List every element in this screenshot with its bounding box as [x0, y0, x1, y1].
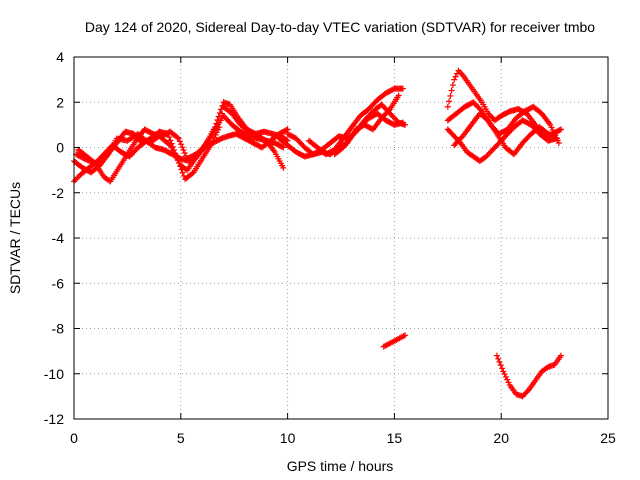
data-point: [444, 103, 451, 110]
plot-frame: [73, 56, 609, 420]
data-point: [176, 138, 183, 145]
data-point: [174, 134, 181, 141]
data-point: [211, 124, 218, 131]
data-point: [178, 141, 185, 148]
x-tick-label: 20: [493, 430, 509, 446]
x-tick-label: 0: [70, 430, 78, 446]
data-point: [504, 376, 511, 383]
data-point: [215, 113, 222, 120]
data-point: [505, 379, 512, 386]
data-point: [448, 87, 455, 94]
data-point: [558, 126, 565, 133]
x-axis-label: GPS time / hours: [287, 458, 394, 474]
data-point: [171, 147, 178, 154]
data-point: [558, 352, 565, 359]
y-axis-label: SDTVAR / TECUs: [7, 182, 23, 294]
data-point: [500, 368, 507, 375]
data-point: [179, 144, 186, 151]
series-sat-g: [305, 85, 406, 158]
data-point: [167, 137, 174, 144]
data-point: [213, 120, 220, 127]
y-tick-label: 4: [56, 49, 64, 65]
data-point: [216, 109, 223, 116]
data-point: [502, 373, 509, 380]
data-point: [524, 387, 531, 394]
y-tick-label: -10: [44, 366, 64, 382]
data-point: [495, 355, 502, 362]
series-sat-i: [380, 332, 409, 350]
data-point: [175, 160, 182, 167]
data-point: [556, 127, 563, 134]
data-point: [218, 106, 225, 113]
y-tick-label: -12: [44, 411, 64, 427]
data-point: [179, 169, 186, 176]
data-point: [501, 371, 508, 378]
x-tick-label: 5: [177, 430, 185, 446]
chart-title: Day 124 of 2020, Sidereal Day-to-day VTE…: [85, 19, 595, 35]
x-tick-label: 10: [280, 430, 296, 446]
data-point: [552, 134, 559, 141]
data-point: [214, 117, 221, 124]
series-sat-n: [493, 352, 565, 400]
data-point: [395, 92, 402, 99]
data-point: [169, 143, 176, 150]
y-tick-label: -8: [52, 321, 65, 337]
data-point: [553, 135, 560, 142]
data-point: [449, 82, 456, 89]
data-point: [452, 73, 459, 80]
data-point: [399, 85, 406, 92]
data-point: [493, 352, 500, 359]
data-point: [555, 139, 562, 146]
marks-layer: [71, 67, 565, 400]
y-tick-label: -6: [52, 275, 65, 291]
data-point: [279, 143, 286, 150]
data-point: [168, 140, 175, 147]
data-point: [177, 163, 184, 170]
series-sat-m: [451, 110, 560, 158]
data-point: [451, 76, 458, 83]
series-sat-d: [75, 126, 291, 185]
x-tick-label: 25: [600, 430, 616, 446]
data-point: [499, 365, 506, 372]
x-tick-label: 15: [387, 430, 403, 446]
series-sat-h: [331, 110, 406, 158]
data-point: [446, 98, 453, 105]
data-point: [180, 147, 187, 154]
data-point: [497, 362, 504, 369]
data-point: [385, 107, 392, 114]
data-point: [399, 119, 406, 126]
series-sat-l: [444, 117, 560, 165]
data-point: [280, 164, 287, 171]
data-point: [280, 144, 287, 151]
data-point: [496, 358, 503, 365]
y-tick-label: 0: [56, 140, 64, 156]
y-tick-label: -4: [52, 230, 65, 246]
series-sat-j: [444, 67, 565, 140]
data-point: [402, 332, 409, 339]
data-point: [219, 102, 226, 109]
data-point: [175, 135, 182, 142]
data-point: [178, 166, 185, 173]
y-tick-label: 2: [56, 94, 64, 110]
axes-layer: 0 5 10 15 20 25 -12 -10 -8 -6 -4 -2 0 2 4: [44, 49, 616, 446]
data-point: [283, 127, 290, 134]
data-point: [181, 149, 188, 156]
data-point: [447, 92, 454, 99]
y-tick-label: -2: [52, 185, 65, 201]
